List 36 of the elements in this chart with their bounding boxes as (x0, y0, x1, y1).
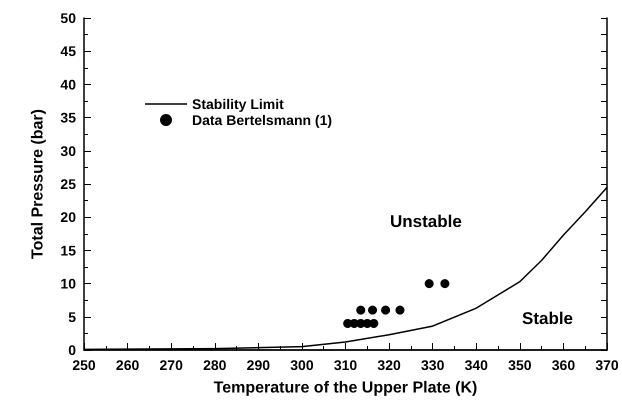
y-tick-label: 20 (60, 209, 76, 226)
x-tick-label: 330 (420, 357, 445, 373)
x-tick-label: 360 (552, 357, 576, 373)
annotation: Stable (522, 309, 574, 328)
y-tick-label: 45 (60, 43, 76, 60)
x-tick-label: 280 (203, 357, 227, 373)
x-tick-label: 350 (508, 357, 532, 373)
x-tick-label: 370 (595, 357, 619, 373)
y-tick-label: 0 (68, 342, 76, 358)
x-tick-label: 310 (334, 357, 358, 373)
legend-label: Stability Limit (192, 96, 284, 112)
x-tick-label: 250 (72, 357, 96, 373)
y-tick-label: 40 (60, 76, 76, 92)
x-tick-label: 340 (464, 357, 488, 373)
point (424, 279, 434, 288)
y-tick-label: 50 (60, 10, 76, 26)
y-tick-label: 10 (60, 276, 76, 292)
point (440, 279, 450, 288)
point (381, 306, 390, 315)
legend-label: Data Bertelsmann (1) (192, 112, 332, 128)
y-tick-label: 15 (60, 242, 76, 258)
point (395, 306, 404, 315)
y-tick-label: 5 (68, 308, 76, 325)
y-tick-label: 30 (60, 142, 76, 159)
annotation: Unstable (390, 212, 462, 231)
x-tick-label: 290 (246, 357, 270, 373)
y-axis-title: Total Pressure (bar) (30, 109, 46, 259)
point (368, 306, 378, 315)
y-tick-label: 25 (60, 176, 76, 192)
y-tick-label: 35 (60, 110, 76, 126)
point (356, 306, 366, 315)
x-tick-label: 270 (159, 357, 184, 373)
x-tick-label: 300 (290, 357, 314, 373)
x-axis-title: Temperature of the Upper Plate (K) (214, 380, 478, 396)
x-tick-label: 320 (377, 357, 401, 373)
x-tick-label: 260 (116, 357, 140, 373)
